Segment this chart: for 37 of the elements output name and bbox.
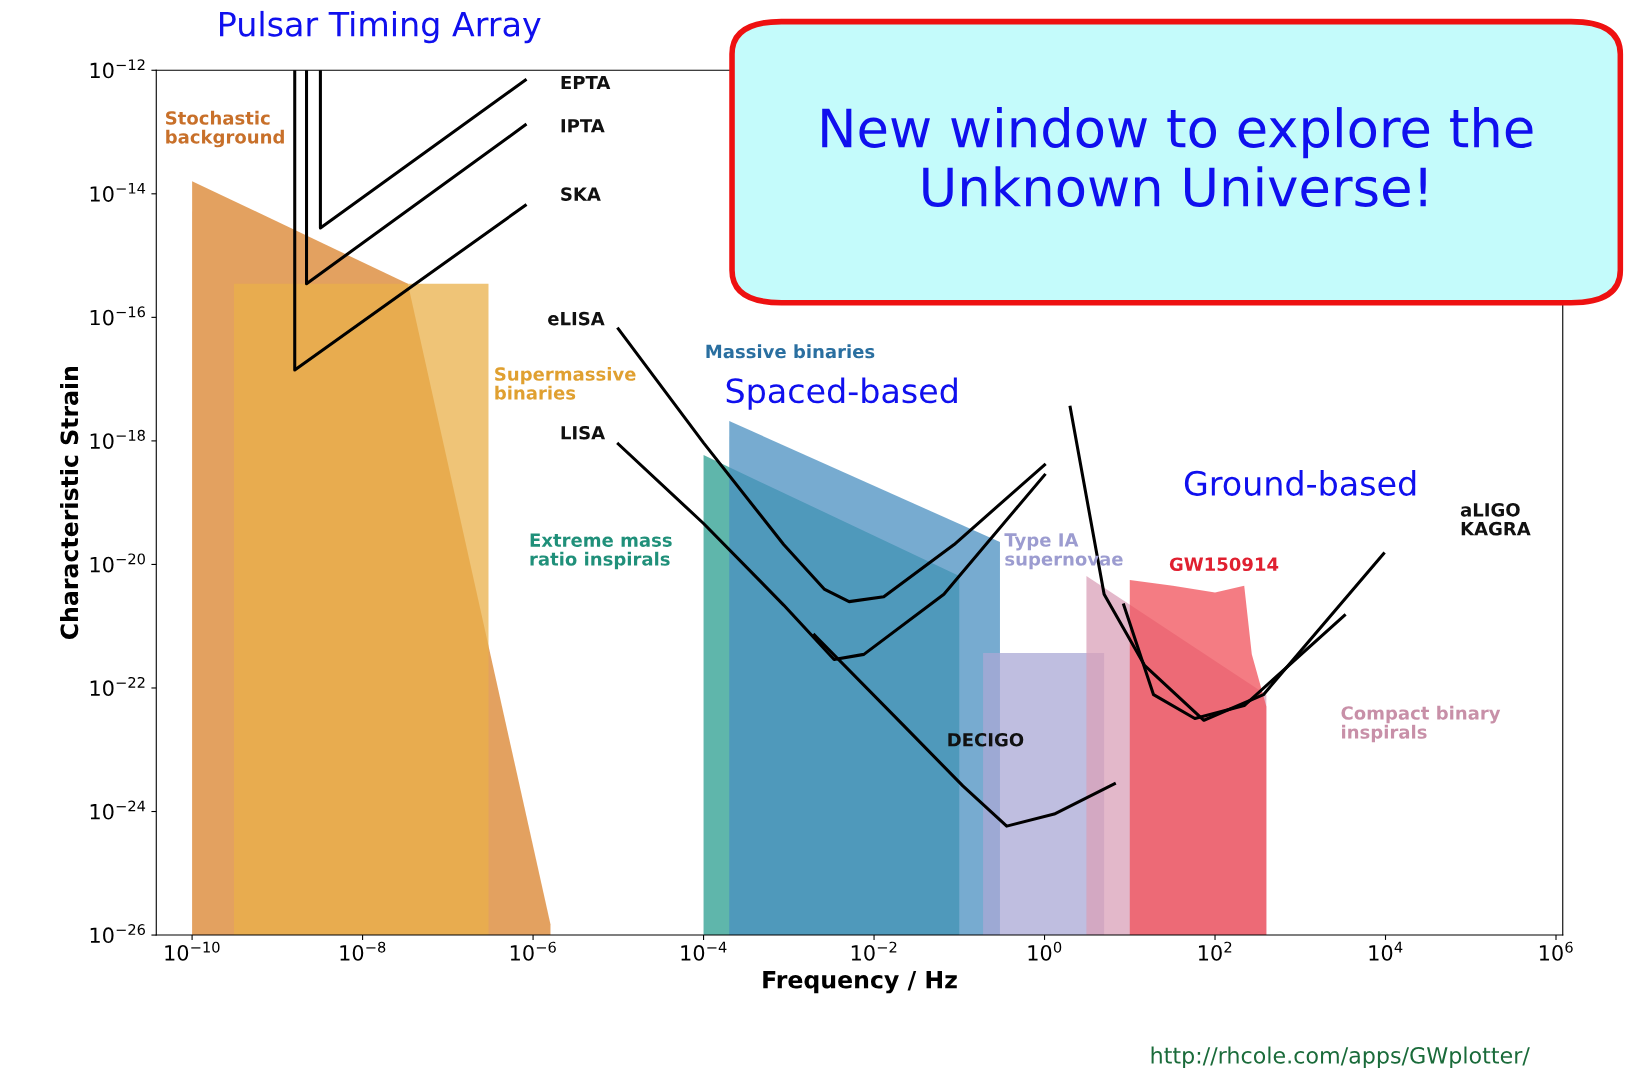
y-tick-label: 10$^{−18}$ — [90, 429, 145, 449]
annotation: DECIGO — [948, 732, 1024, 747]
annotation: GW150914 — [1169, 557, 1279, 572]
x-tick-label: 10$^{−8}$ — [340, 941, 386, 961]
x-tick-label: 10$^{0}$ — [1028, 941, 1062, 961]
annotation: aLIGO KAGRA — [1460, 502, 1531, 536]
annotation: New window to explore the Unknown Universe! — [822, 107, 1533, 208]
y-tick-label: 10$^{−26}$ — [90, 924, 145, 944]
y-tick-label: 10$^{−16}$ — [90, 306, 145, 326]
annotation: Spaced-based — [726, 377, 957, 410]
x-tick-label: 10$^{−4}$ — [681, 941, 727, 961]
annotation: eLISA — [548, 311, 605, 326]
annotation: IPTA — [561, 119, 605, 133]
x-tick-label: 10$^{−10}$ — [165, 941, 220, 961]
text: Pulsar Timing Array — [220, 10, 541, 44]
x-axis-title: Frequency / Hz — [763, 971, 957, 994]
annotation: Massive binaries — [706, 344, 875, 359]
annotation: EPTA — [561, 75, 611, 90]
annotation: SKA — [561, 187, 601, 201]
annotation: LISA — [561, 425, 606, 440]
x-tick-label: 10$^{−2}$ — [851, 941, 897, 961]
y-tick-label: 10$^{−12}$ — [90, 59, 145, 79]
text: http://rhcole.com/apps/GWplotter/ — [1151, 1046, 1530, 1069]
x-tick-label: 10$^{6}$ — [1539, 941, 1573, 961]
x-tick-label: 10$^{−6}$ — [510, 941, 556, 961]
y-tick-label: 10$^{−24}$ — [90, 800, 146, 820]
x-tick-label: 10$^{2}$ — [1198, 941, 1232, 961]
y-tick-label: 10$^{−14}$ — [90, 182, 146, 202]
y-tick-label: 10$^{−22}$ — [90, 676, 145, 697]
y-tick-label: 10$^{−20}$ — [90, 553, 145, 573]
annotation: Compact binary inspirals — [1341, 705, 1501, 743]
x-tick-label: 10$^{4}$ — [1369, 941, 1403, 961]
annotation: Ground-based — [1184, 470, 1416, 496]
y-axis-title: Characteristic Strain — [60, 366, 79, 640]
annotation: Supermassive binaries — [495, 366, 636, 400]
annotation: Extreme mass ratio inspirals — [530, 533, 672, 570]
annotation: Stochastic background — [166, 110, 284, 148]
